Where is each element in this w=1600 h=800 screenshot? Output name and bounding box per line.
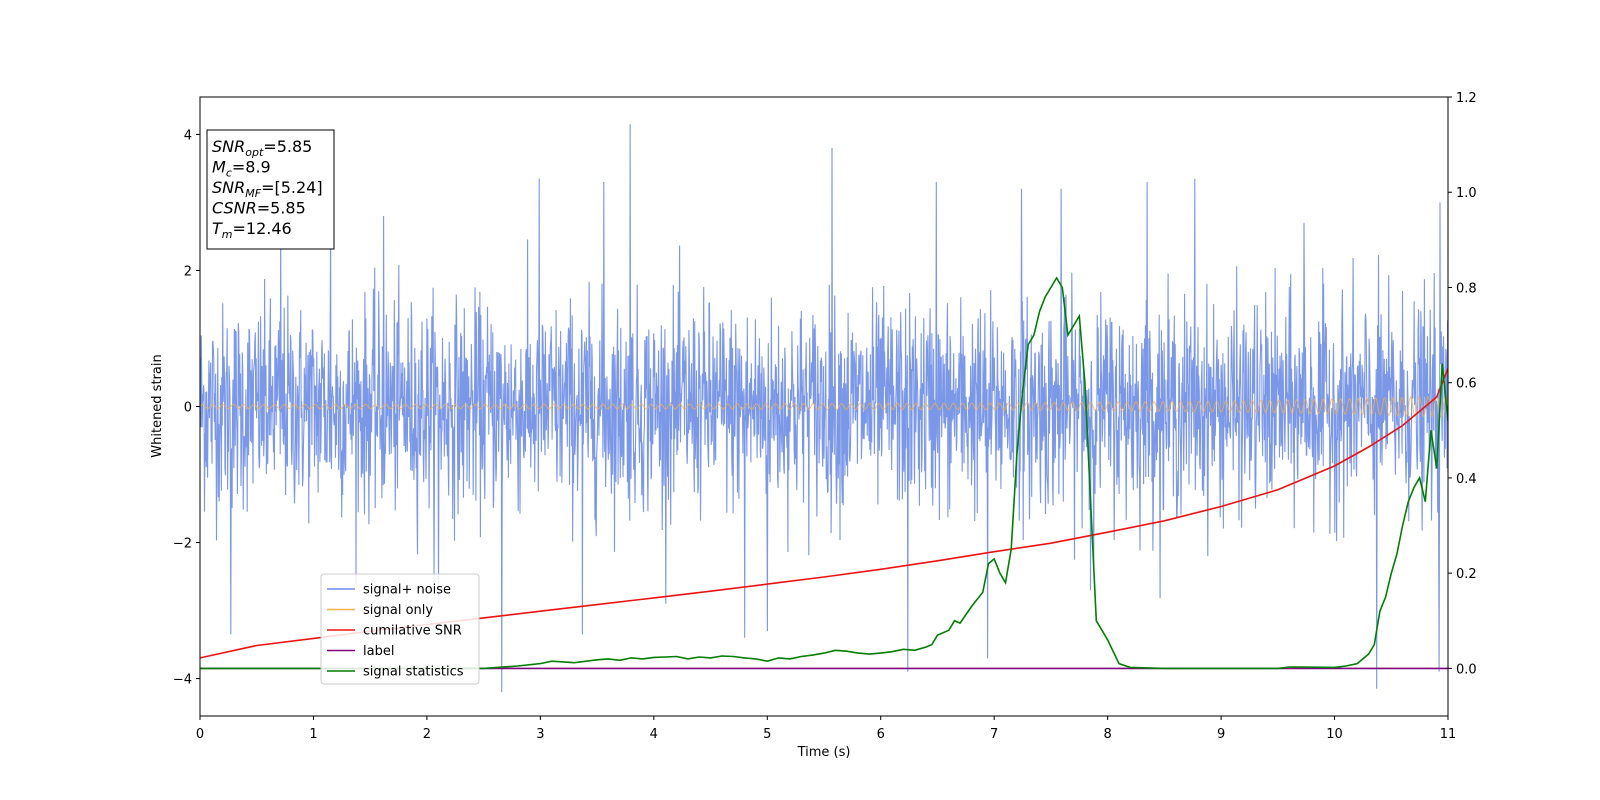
x-tick-label: 5 bbox=[763, 727, 771, 742]
y2-axis-ticks: 1.2 1.0 0.8 0.6 0.4 0.2 0.0 bbox=[1448, 91, 1477, 677]
series-signal-statistics bbox=[200, 276, 1448, 670]
y2-tick-label: 0.2 bbox=[1456, 567, 1477, 582]
x-tick-label: 4 bbox=[650, 727, 658, 742]
annotation-box: SNRopt=5.85Mc=8.9SNRMF=[5.24]CSNR=5.85Tm… bbox=[206, 129, 335, 250]
y-tick-label: −2 bbox=[173, 537, 192, 552]
y2-tick-label: 1.2 bbox=[1456, 91, 1477, 106]
annotation-line: CSNR=5.85 bbox=[212, 199, 306, 218]
y-tick-label: 2 bbox=[184, 264, 192, 279]
x-tick-label: 2 bbox=[423, 727, 431, 742]
y-tick-label: −4 bbox=[173, 673, 192, 688]
series-signal-only bbox=[200, 394, 1448, 418]
legend-label: label bbox=[363, 644, 394, 659]
y-axis-label: Whitened strain bbox=[150, 354, 165, 457]
annotation-frame bbox=[206, 129, 335, 250]
y-tick-label: 0 bbox=[184, 401, 192, 416]
series-signal-noise bbox=[200, 124, 1448, 693]
x-tick-label: 11 bbox=[1440, 727, 1457, 742]
legend: signal+ noise signal only cumilative SNR la… bbox=[320, 573, 480, 685]
y2-tick-label: 1.0 bbox=[1456, 186, 1477, 201]
x-tick-label: 7 bbox=[990, 727, 998, 742]
x-axis-ticks: 0 1 2 3 4 5 6 7 8 9 10 11 bbox=[196, 716, 1456, 742]
y-tick-label: 4 bbox=[184, 128, 192, 143]
y-axis-ticks: 4 2 0 −2 −4 bbox=[173, 128, 200, 688]
x-tick-label: 9 bbox=[1217, 727, 1225, 742]
annotation-line: SNRopt=5.85 bbox=[212, 137, 312, 159]
legend-label: signal only bbox=[363, 603, 433, 618]
legend-entries: signal+ noise signal only cumilative SNR la… bbox=[327, 583, 464, 680]
x-tick-label: 10 bbox=[1326, 727, 1343, 742]
legend-frame bbox=[320, 573, 480, 685]
legend-label: cumilative SNR bbox=[363, 624, 462, 639]
legend-label: signal+ noise bbox=[363, 583, 451, 598]
y2-tick-label: 0.6 bbox=[1456, 377, 1477, 392]
annotation-line: SNRMF=[5.24] bbox=[212, 178, 323, 200]
x-tick-label: 8 bbox=[1103, 727, 1111, 742]
annotation-lines: SNRopt=5.85Mc=8.9SNRMF=[5.24]CSNR=5.85Tm… bbox=[212, 137, 323, 241]
x-axis-label: Time (s) bbox=[797, 745, 851, 760]
legend-label: signal statistics bbox=[363, 665, 464, 680]
x-tick-label: 0 bbox=[196, 727, 204, 742]
y2-tick-label: 0.4 bbox=[1456, 472, 1477, 487]
x-tick-label: 3 bbox=[536, 727, 544, 742]
y2-tick-label: 0.8 bbox=[1456, 281, 1477, 296]
x-tick-label: 6 bbox=[877, 727, 885, 742]
y2-tick-label: 0.0 bbox=[1456, 662, 1477, 677]
annotation-line: Tm=12.46 bbox=[212, 219, 292, 241]
x-tick-label: 1 bbox=[309, 727, 317, 742]
annotation-line: Mc=8.9 bbox=[212, 158, 271, 180]
